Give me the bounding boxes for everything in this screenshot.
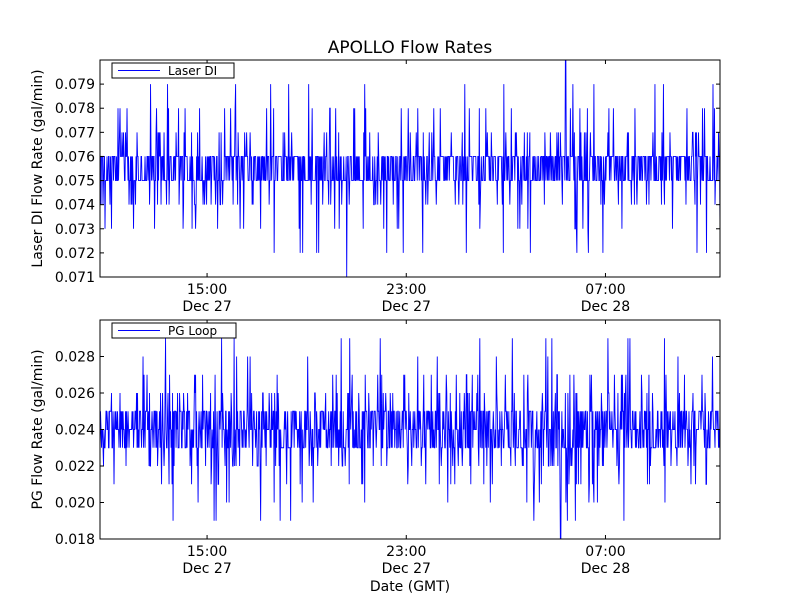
y-tick-label: 0.072 [55,246,95,262]
figure-title: APOLLO Flow Rates [328,38,493,58]
y-tick-label: 0.018 [55,532,95,548]
x-tick-label-date: Dec 27 [182,561,231,577]
y-axis-label: PG Flow Rate (gal/min) [30,349,46,509]
y-tick-label: 0.078 [55,101,95,117]
legend: PG Loop [111,322,237,339]
x-tick-label-date: Dec 27 [382,299,431,315]
y-tick-label: 0.071 [55,270,95,286]
x-tick-label-time: 23:00 [386,282,426,298]
legend-label: PG Loop [168,324,217,338]
y-tick-label: 0.076 [55,149,95,165]
y-tick-label: 0.075 [55,174,95,190]
x-tick-label-time: 07:00 [585,544,625,560]
y-tick-label: 0.077 [55,125,95,141]
x-tick-label-time: 15:00 [187,282,227,298]
y-tick-label: 0.074 [55,198,95,214]
chart-panel-1: 0.071 0.072 0.073 0.074 0.075 0.076 0.077 0.078… [30,59,721,315]
axes-frame [99,59,721,278]
x-tick-label-date: Dec 28 [581,561,630,577]
x-tick-label-date: Dec 27 [382,561,431,577]
y-tick-label: 0.028 [55,350,95,366]
series-line-pg-loop [100,338,720,539]
legend-label: Laser DI [168,64,217,78]
y-tick-label: 0.024 [55,423,95,439]
legend-box [111,322,237,339]
y-tick-label: 0.026 [55,386,95,402]
y-tick-label: 0.020 [55,496,95,512]
x-tick-label-time: 15:00 [187,544,227,560]
legend: Laser DI [111,62,235,79]
legend-box [111,62,235,79]
y-axis-label: Laser DI Flow Rate (gal/min) [30,69,46,267]
y-tick-label: 0.022 [55,459,95,475]
series-line-laser-di [100,60,720,277]
x-tick-label-time: 23:00 [386,544,426,560]
y-tick-label: 0.073 [55,222,95,238]
y-tick-label: 0.079 [55,77,95,93]
figure-xlabel: Date (GMT) [370,579,450,595]
x-tick-label-date: Dec 27 [182,299,231,315]
x-tick-label-date: Dec 28 [581,299,630,315]
x-tick-label-time: 07:00 [585,282,625,298]
